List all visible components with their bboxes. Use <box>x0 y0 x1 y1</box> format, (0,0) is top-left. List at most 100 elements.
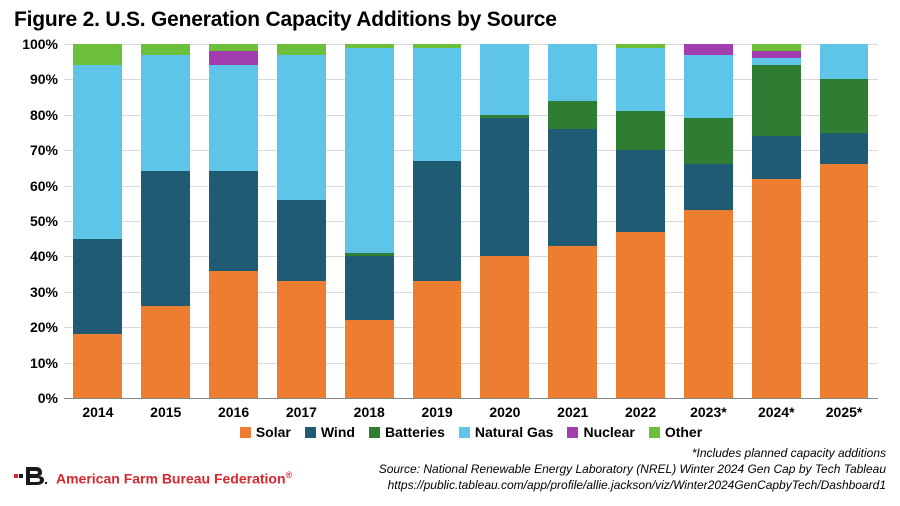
brand-logo-icon <box>14 465 48 492</box>
y-tick-label: 60% <box>8 178 58 194</box>
x-tick-label: 2021 <box>539 404 607 420</box>
legend-label: Natural Gas <box>475 424 554 440</box>
footnote-url: https://public.tableau.com/app/profile/a… <box>388 478 886 492</box>
bar-segment-other <box>413 44 462 48</box>
bar-segment-wind <box>209 171 258 270</box>
bar-column <box>345 44 394 398</box>
legend-item-batteries: Batteries <box>369 424 445 440</box>
bar-segment-wind <box>141 171 190 306</box>
legend-swatch-icon <box>305 427 316 438</box>
brand-footer: American Farm Bureau Federation® <box>14 465 292 492</box>
y-tick-label: 80% <box>8 107 58 123</box>
bar-column <box>277 44 326 398</box>
bar-segment-batteries <box>820 79 869 132</box>
brand-text-label: American Farm Bureau Federation <box>56 471 286 487</box>
bar-segment-other <box>616 44 665 48</box>
bar-segment-natural_gas <box>73 65 122 238</box>
bar-segment-batteries <box>480 115 529 119</box>
bars-layer <box>64 44 878 398</box>
x-tick-label: 2020 <box>471 404 539 420</box>
y-tick-label: 50% <box>8 213 58 229</box>
bar-segment-other <box>752 44 801 51</box>
page-root: Figure 2. U.S. Generation Capacity Addit… <box>0 0 900 506</box>
bar-segment-other <box>73 44 122 65</box>
legend-label: Solar <box>256 424 291 440</box>
bar-segment-other <box>345 44 394 48</box>
bar-segment-solar <box>820 164 869 398</box>
legend-swatch-icon <box>459 427 470 438</box>
bar-segment-wind <box>480 118 529 256</box>
bar-segment-wind <box>277 200 326 281</box>
y-tick-label: 0% <box>8 390 58 406</box>
footnote-source: Source: National Renewable Energy Labora… <box>379 462 886 476</box>
bar-segment-natural_gas <box>616 48 665 112</box>
y-tick-label: 40% <box>8 248 58 264</box>
legend-swatch-icon <box>649 427 660 438</box>
chart-area: 2014201520162017201820192020202120222023… <box>64 44 878 398</box>
bar-segment-solar <box>616 232 665 398</box>
bar-segment-nuclear <box>209 51 258 65</box>
y-tick-label: 10% <box>8 355 58 371</box>
bar-segment-wind <box>684 164 733 210</box>
y-tick-label: 90% <box>8 71 58 87</box>
legend-label: Other <box>665 424 702 440</box>
bar-column <box>73 44 122 398</box>
x-tick-label: 2015 <box>132 404 200 420</box>
x-tick-label: 2024* <box>742 404 810 420</box>
x-tick-label: 2018 <box>335 404 403 420</box>
legend-label: Wind <box>321 424 355 440</box>
bar-segment-natural_gas <box>548 44 597 101</box>
bar-segment-solar <box>141 306 190 398</box>
bar-segment-wind <box>616 150 665 231</box>
bar-segment-other <box>277 44 326 55</box>
legend-item-natural_gas: Natural Gas <box>459 424 554 440</box>
bar-segment-batteries <box>345 253 394 257</box>
bar-segment-wind <box>345 256 394 320</box>
x-tick-label: 2016 <box>200 404 268 420</box>
bar-segment-batteries <box>616 111 665 150</box>
bar-segment-solar <box>209 271 258 398</box>
bar-segment-natural_gas <box>752 58 801 65</box>
bar-segment-wind <box>73 239 122 335</box>
bar-segment-natural_gas <box>820 44 869 79</box>
legend-row: Solar Wind Batteries Natural Gas Nuclear Othe… <box>240 424 702 440</box>
bar-column <box>209 44 258 398</box>
bar-segment-nuclear <box>684 44 733 55</box>
x-tick-label: 2014 <box>64 404 132 420</box>
y-tick-label: 100% <box>8 36 58 52</box>
bar-column <box>616 44 665 398</box>
bar-segment-solar <box>752 179 801 398</box>
bar-segment-natural_gas <box>209 65 258 171</box>
bar-column <box>684 44 733 398</box>
bar-segment-solar <box>684 210 733 398</box>
bar-segment-wind <box>752 136 801 178</box>
legend-item-nuclear: Nuclear <box>567 424 634 440</box>
bar-segment-natural_gas <box>141 55 190 172</box>
bar-segment-solar <box>413 281 462 398</box>
bar-segment-natural_gas <box>413 48 462 161</box>
bar-segment-natural_gas <box>480 44 529 115</box>
legend-item-other: Other <box>649 424 702 440</box>
bar-column <box>480 44 529 398</box>
bar-segment-solar <box>480 256 529 398</box>
legend-swatch-icon <box>240 427 251 438</box>
bar-column <box>820 44 869 398</box>
bar-segment-nuclear <box>752 51 801 58</box>
bar-column <box>548 44 597 398</box>
legend-swatch-icon <box>369 427 380 438</box>
bar-segment-batteries <box>548 101 597 129</box>
bar-column <box>752 44 801 398</box>
x-tick-label: 2019 <box>403 404 471 420</box>
bar-column <box>141 44 190 398</box>
bar-segment-wind <box>413 161 462 281</box>
bar-segment-natural_gas <box>684 55 733 119</box>
bar-segment-batteries <box>684 118 733 164</box>
footnote-note: *Includes planned capacity additions <box>692 446 886 460</box>
bar-segment-batteries <box>752 65 801 136</box>
brand-text: American Farm Bureau Federation® <box>56 470 292 487</box>
y-tick-label: 20% <box>8 319 58 335</box>
legend: Solar Wind Batteries Natural Gas Nuclear Othe… <box>64 424 878 443</box>
legend-swatch-icon <box>567 427 578 438</box>
bar-segment-other <box>209 44 258 51</box>
bar-segment-wind <box>548 129 597 246</box>
